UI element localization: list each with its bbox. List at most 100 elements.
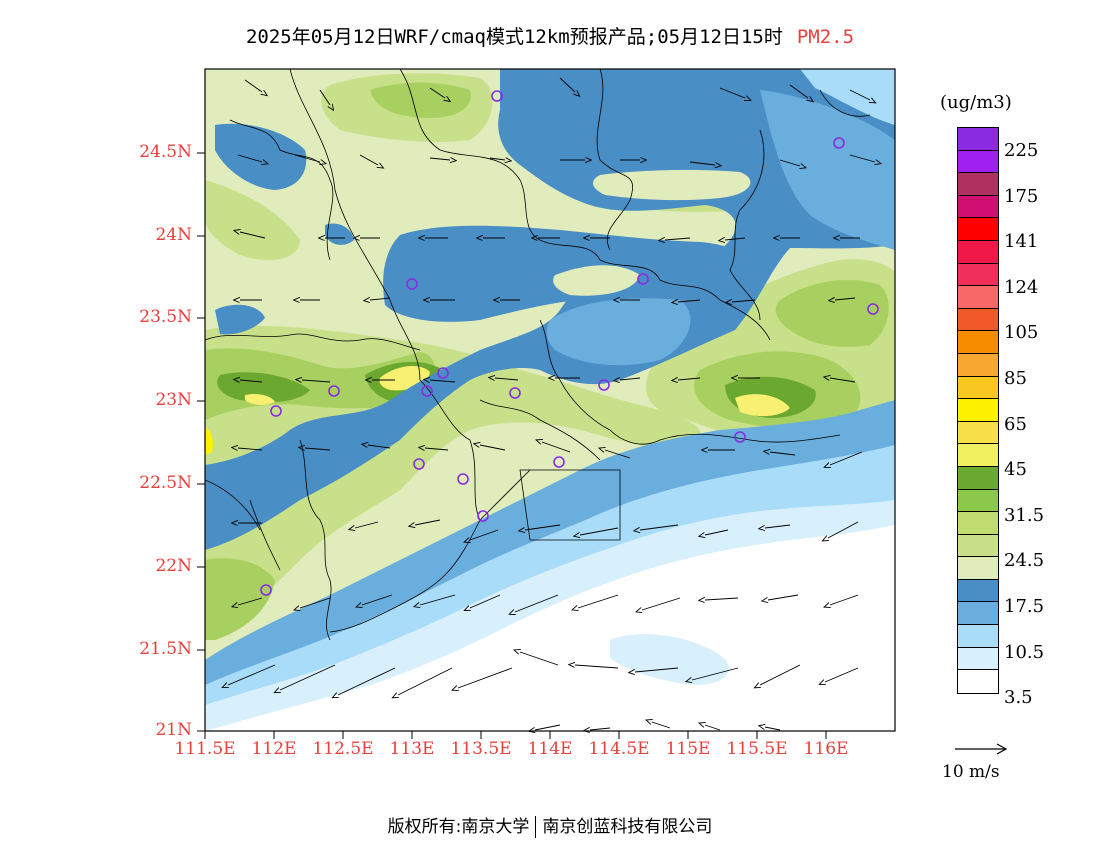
wind-arrow [678,300,701,302]
station-marker [553,456,565,468]
concentration-field [205,69,895,731]
lat-label: 21N [155,720,192,740]
lat-label: 24N [155,225,192,245]
station-marker [637,273,649,285]
wind-arrow [370,298,391,300]
footer: 版权所有:南京大学 南京创蓝科技有限公司 [0,812,1100,838]
wind-arrow [620,378,641,380]
legend-swatch [958,444,998,467]
station-marker [491,90,503,102]
lat-label: 22N [155,556,192,576]
wind-arrow [719,87,745,98]
wind-arrow [605,450,631,459]
legend-label: 10.5 [1004,641,1045,663]
legend-label: 85 [1004,368,1027,389]
legend-swatch [958,466,998,490]
station-marker [421,385,433,397]
legend-swatch [958,308,998,332]
company-text: 南京创蓝科技有限公司 [542,817,713,837]
legend-swatch [958,150,998,174]
wind-arrow [228,664,276,685]
wind-arrow [768,594,799,600]
legend-swatch [958,218,998,241]
wind-arrow [765,727,781,731]
legend-label: 17.5 [1004,596,1045,617]
wind-arrow [240,380,263,382]
legend-label: 31.5 [1004,504,1045,526]
legend-label: 3.5 [1004,687,1033,709]
lat-label: 23N [155,390,192,410]
wind-arrow [825,667,859,682]
wind-arrow [429,158,450,160]
legend-swatch [958,399,998,422]
wind-arrow [525,524,561,530]
wind-arrow [590,728,611,730]
wind-arrow [359,154,378,165]
legend-label: 105 [1004,322,1039,344]
wind-reference-arrow [955,743,1008,755]
lon-label: 111.5E [174,739,236,759]
wind-arrow [280,664,336,690]
station-marker [734,431,746,443]
lon-label: 114.5E [588,739,650,759]
wind-arrow [368,445,391,449]
station-marker [867,303,879,315]
station-marker [406,278,418,290]
legend-label: 175 [1004,185,1039,207]
station-marker [833,137,845,149]
wind-arrow [678,378,701,380]
station-marker [328,385,340,397]
legend-swatch [958,195,998,219]
wind-arrow [415,519,441,525]
monitoring-stations [260,90,879,596]
wind-arrow [535,724,561,730]
wind-arrow [244,79,262,92]
legend-unit: (ug/m3) [940,92,1012,113]
wind-arrow [705,598,739,600]
lon-label: 114E [527,739,573,759]
footer-separator [535,816,537,838]
legend-label: 124 [1004,276,1039,298]
legend-swatch [958,557,998,580]
legend-swatch [958,331,998,354]
wind-arrow [240,232,266,239]
wind-arrow [580,527,619,535]
legend-label: 225 [1004,140,1039,161]
station-marker [270,405,282,417]
wind-arrow [578,594,619,608]
wind-arrow [770,452,796,456]
legend-label: 24.5 [1004,550,1045,572]
wind-arrow [830,451,863,465]
wind-arrow [398,667,453,695]
station-marker [477,510,489,522]
station-marker [413,458,425,470]
wind-arrow [692,667,739,680]
map-title: 2025年05月12日WRF/cmaq模式12km预报产品;05月12日15时 P… [0,22,1100,49]
lat-label: 21.5N [139,639,192,659]
lon-label: 113E [389,739,435,759]
wind-arrow [470,529,499,540]
wind-arrow [520,652,559,666]
lat-label: 23.5N [139,307,192,327]
legend-swatch [958,286,998,309]
wind-arrow [237,154,262,162]
wind-arrow [515,594,559,612]
wind-arrow [765,524,791,528]
wind-arrow [640,524,679,530]
wind-arrow [665,238,691,240]
wind-arrow [238,448,263,450]
wind-arrow [575,665,619,669]
variable-name: PM2.5 [796,26,855,48]
wind-arrow [305,448,331,450]
legend-swatch [958,625,998,648]
wind-arrow [732,300,756,302]
wind-arrow [705,529,729,535]
legend-label: 45 [1004,459,1027,481]
legend-label: 65 [1004,413,1027,435]
wind-arrow [302,380,331,382]
wind-vectors [228,77,875,731]
color-legend [957,127,999,694]
legend-swatch [958,421,998,445]
station-marker [437,367,449,379]
